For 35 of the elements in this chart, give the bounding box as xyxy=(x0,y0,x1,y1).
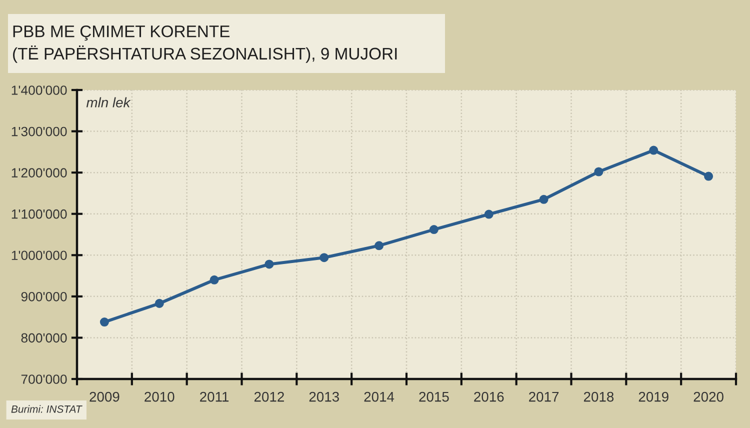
point xyxy=(594,167,604,176)
point xyxy=(429,225,438,234)
y-axis-title: mln lek xyxy=(86,97,131,108)
y-tick-label: 700'000 xyxy=(21,374,67,384)
text: Burimi: INSTAT xyxy=(11,405,82,413)
y-tick-label: 1'100'000 xyxy=(12,209,67,219)
y-tick-label: 800'000 xyxy=(21,333,67,343)
x-tick-label: 2011 xyxy=(200,392,229,402)
y-tick-label: 1'400'000 xyxy=(12,86,67,95)
y-tick-label: 1'000'000 xyxy=(12,250,67,260)
y-tick-label: 1'300'000 xyxy=(12,126,67,136)
point xyxy=(210,275,219,284)
x-tick-label: 2017 xyxy=(529,392,559,402)
point xyxy=(100,318,109,327)
point xyxy=(704,172,714,181)
x-tick-label: 2009 xyxy=(90,392,120,402)
point xyxy=(539,194,548,204)
y-tick-label: 900'000 xyxy=(21,292,67,302)
point xyxy=(154,298,164,308)
x-tick-label: 2019 xyxy=(638,392,668,402)
x-tick-label: 2013 xyxy=(309,392,339,402)
x-tick-label: 2020 xyxy=(694,392,724,402)
point xyxy=(374,241,384,250)
chart-title: PBB ME ÇMIMET KORENTE (TË PAPËRSHTATURA SEZONALISHT), 9 MUJORI xyxy=(13,25,397,63)
point xyxy=(264,260,274,269)
x-tick-label: 2018 xyxy=(584,392,614,402)
x-tick-label: 2015 xyxy=(419,392,449,402)
y-tick-label: 1'200'000 xyxy=(12,168,67,178)
x-tick-label: 2012 xyxy=(254,392,284,402)
point xyxy=(484,210,494,219)
x-tick-label: 2010 xyxy=(144,392,174,402)
point xyxy=(649,146,658,155)
point xyxy=(320,253,329,262)
x-tick-label: 2016 xyxy=(474,392,504,402)
x-tick-label: 2014 xyxy=(364,392,394,402)
